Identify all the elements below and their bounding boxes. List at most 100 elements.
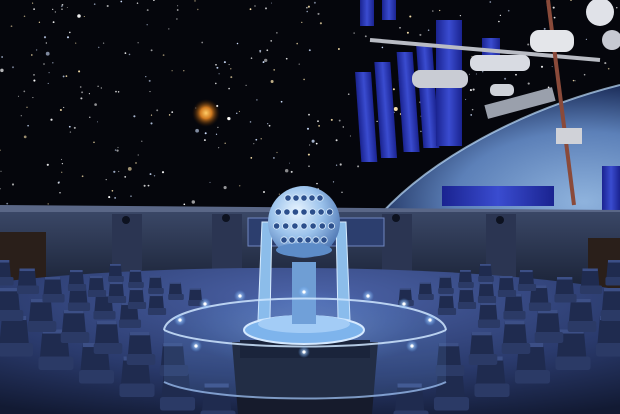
projector-lens — [291, 208, 299, 216]
seat-highlight — [604, 288, 620, 292]
star — [290, 170, 293, 173]
star — [465, 98, 467, 101]
star — [0, 170, 2, 172]
seat-highlight — [130, 270, 141, 272]
star — [481, 70, 484, 73]
projector-lens — [304, 236, 312, 244]
star — [97, 85, 99, 87]
seat-cushion — [503, 311, 526, 320]
seat-highlight — [97, 321, 117, 325]
seat-highlight — [31, 299, 51, 303]
seat — [108, 264, 124, 282]
star — [574, 80, 576, 82]
star — [347, 93, 350, 96]
railing-light — [402, 302, 406, 306]
seat-back — [458, 270, 472, 284]
seat-back — [201, 383, 232, 414]
seat-cushion — [126, 354, 156, 365]
star — [61, 171, 63, 173]
seat-back — [606, 260, 620, 279]
seat — [67, 270, 87, 291]
seat-cushion — [600, 310, 620, 321]
star — [353, 32, 355, 34]
space-station — [355, 0, 620, 212]
seat-cushion — [168, 294, 184, 300]
star — [27, 124, 29, 127]
star — [553, 16, 556, 19]
seat — [42, 277, 65, 303]
star — [298, 63, 300, 65]
star — [128, 53, 131, 56]
star — [150, 122, 153, 125]
seat-back — [556, 329, 587, 360]
seat-cushion — [0, 343, 34, 357]
star — [17, 95, 20, 97]
star — [406, 31, 409, 34]
star — [278, 193, 280, 195]
star — [48, 71, 50, 74]
seat-back — [498, 276, 514, 292]
star — [143, 184, 146, 187]
star — [117, 91, 120, 93]
star — [30, 54, 33, 56]
seat-highlight — [19, 268, 35, 272]
star — [183, 70, 185, 72]
star — [52, 8, 54, 11]
star — [230, 76, 233, 79]
seat-highlight — [505, 321, 525, 325]
star — [339, 163, 342, 166]
seat-highlight — [204, 383, 229, 388]
earth-planet — [380, 85, 620, 215]
seat — [148, 276, 164, 294]
seat-back — [94, 321, 119, 346]
seat-back — [580, 268, 600, 288]
star — [301, 21, 303, 23]
star — [317, 12, 320, 15]
projector-lens — [320, 236, 328, 244]
star — [253, 143, 255, 145]
seat-cushion — [595, 343, 620, 357]
star — [228, 64, 230, 66]
star — [52, 21, 55, 24]
seat-cushion — [474, 383, 510, 397]
star — [0, 149, 1, 151]
star — [280, 100, 283, 103]
seat-highlight — [520, 270, 533, 273]
railing-light — [194, 344, 198, 348]
star — [75, 42, 77, 44]
seat — [600, 288, 620, 321]
star — [469, 89, 472, 92]
seat — [0, 260, 14, 286]
seat — [433, 370, 470, 411]
seat-cushion — [0, 277, 14, 286]
seat-back — [438, 294, 454, 310]
module-node — [602, 30, 620, 50]
seat-highlight — [480, 302, 496, 306]
star — [79, 86, 82, 88]
star — [65, 75, 68, 77]
seat-cushion — [501, 343, 531, 354]
seat-highlight — [472, 332, 492, 336]
seat-highlight — [480, 282, 493, 285]
star — [146, 9, 149, 12]
seat — [501, 321, 531, 354]
star — [161, 171, 165, 174]
seating-area — [0, 260, 620, 414]
seat-back — [597, 316, 620, 346]
seat-highlight — [440, 276, 451, 278]
seat-cushion — [128, 282, 144, 288]
seat — [497, 276, 517, 297]
star — [93, 3, 96, 5]
star — [439, 9, 441, 12]
seat-back — [148, 294, 164, 310]
star — [117, 146, 119, 149]
star — [223, 186, 227, 190]
seat-back — [458, 288, 474, 304]
seat-back — [61, 310, 86, 335]
seat-highlight — [480, 264, 491, 266]
star — [66, 36, 70, 39]
star — [338, 119, 341, 122]
solar-panel — [360, 0, 374, 26]
star — [194, 0, 196, 2]
projector-lens — [296, 236, 304, 244]
